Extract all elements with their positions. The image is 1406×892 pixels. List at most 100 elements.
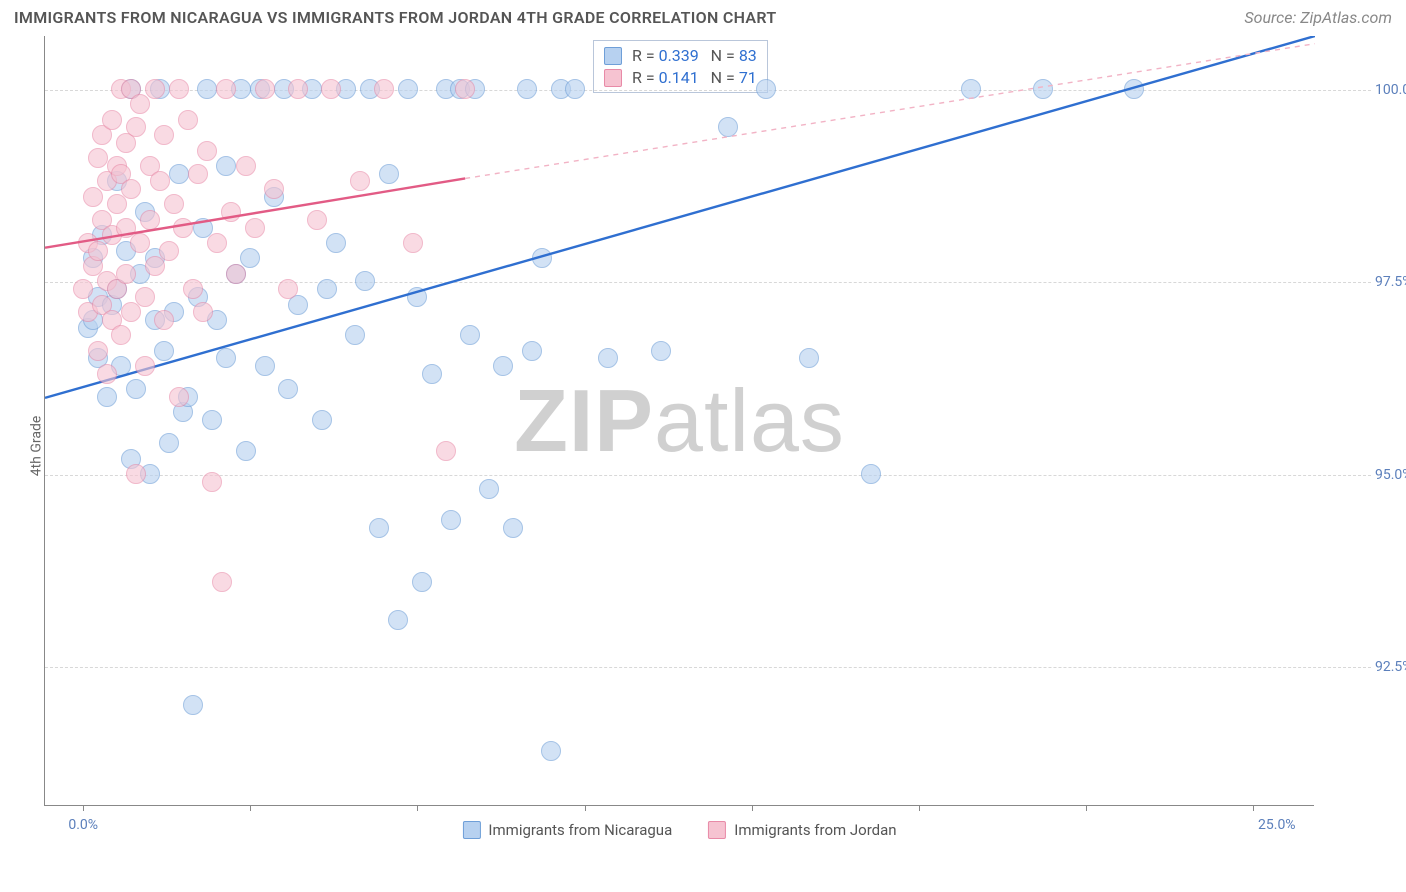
data-point [107, 194, 127, 214]
data-point [541, 741, 561, 761]
legend-label: Immigrants from Jordan [734, 821, 896, 839]
y-tick-label: 97.5% [1375, 274, 1406, 290]
legend-swatch [604, 47, 622, 65]
regression-line [45, 36, 1315, 806]
x-tick [1086, 805, 1087, 811]
data-point [159, 433, 179, 453]
data-point [517, 79, 537, 99]
data-point [73, 279, 93, 299]
legend-text: R = 0.141 N = 71 [632, 68, 757, 87]
data-point [178, 110, 198, 130]
data-point [407, 287, 427, 307]
data-point [121, 302, 141, 322]
data-point [130, 233, 150, 253]
data-point [398, 79, 418, 99]
data-point [532, 248, 552, 268]
source-attribution: Source: ZipAtlas.com [1244, 8, 1392, 27]
watermark-bold: ZIP [514, 371, 654, 470]
legend-swatch [604, 69, 622, 87]
data-point [212, 572, 232, 592]
data-point [140, 210, 160, 230]
data-point [255, 79, 275, 99]
data-point [116, 264, 136, 284]
data-point [307, 210, 327, 230]
data-point [135, 287, 155, 307]
data-point [436, 441, 456, 461]
data-point [312, 410, 332, 430]
data-point [221, 202, 241, 222]
data-point [169, 387, 189, 407]
data-point [861, 464, 881, 484]
regression-line [45, 36, 1315, 806]
chart-container: 4th Grade ZIPatlas R = 0.339 N = 83R = 0… [0, 36, 1406, 856]
data-point [278, 279, 298, 299]
data-point [799, 348, 819, 368]
data-point [130, 94, 150, 114]
data-point [255, 356, 275, 376]
data-point [150, 171, 170, 191]
data-point [441, 510, 461, 530]
data-point [164, 194, 184, 214]
data-point [216, 156, 236, 176]
data-point [379, 164, 399, 184]
data-point [88, 241, 108, 261]
data-point [565, 79, 585, 99]
data-point [350, 171, 370, 191]
x-tick [1253, 805, 1254, 811]
data-point [88, 341, 108, 361]
gridline [45, 667, 1371, 668]
data-point [145, 256, 165, 276]
data-point [412, 572, 432, 592]
data-point [216, 79, 236, 99]
data-point [126, 117, 146, 137]
data-point [135, 356, 155, 376]
data-point [503, 518, 523, 538]
data-point [1033, 79, 1053, 99]
x-tick [250, 805, 251, 811]
data-point [126, 379, 146, 399]
data-point [173, 218, 193, 238]
data-point [154, 310, 174, 330]
watermark: ZIPatlas [514, 370, 845, 472]
gridline [45, 282, 1371, 283]
data-point [355, 271, 375, 291]
x-tick [417, 805, 418, 811]
y-tick-label: 95.0% [1375, 467, 1406, 483]
data-point [493, 356, 513, 376]
y-axis-label: 4th Grade [28, 416, 44, 477]
watermark-light: atlas [654, 371, 845, 470]
data-point [83, 187, 103, 207]
data-point [202, 472, 222, 492]
data-point [193, 302, 213, 322]
data-point [236, 441, 256, 461]
data-point [197, 141, 217, 161]
data-point [756, 79, 776, 99]
data-point [264, 179, 284, 199]
data-point [183, 695, 203, 715]
data-point [522, 341, 542, 361]
data-point [197, 79, 217, 99]
data-point [88, 148, 108, 168]
gridline [45, 475, 1371, 476]
data-point [240, 248, 260, 268]
data-point [207, 233, 227, 253]
plot-area: ZIPatlas R = 0.339 N = 83R = 0.141 N = 7… [44, 36, 1314, 806]
data-point [317, 279, 337, 299]
data-point [169, 164, 189, 184]
data-point [145, 79, 165, 99]
data-point [154, 125, 174, 145]
data-point [169, 79, 189, 99]
data-point [479, 479, 499, 499]
data-point [97, 387, 117, 407]
data-point [288, 79, 308, 99]
data-point [97, 364, 117, 384]
data-point [321, 79, 341, 99]
data-point [403, 233, 423, 253]
data-point [1124, 79, 1144, 99]
data-point [388, 610, 408, 630]
data-point [188, 164, 208, 184]
data-point [183, 279, 203, 299]
data-point [216, 348, 236, 368]
legend-swatch [708, 821, 726, 839]
chart-title: IMMIGRANTS FROM NICARAGUA VS IMMIGRANTS … [14, 8, 776, 27]
